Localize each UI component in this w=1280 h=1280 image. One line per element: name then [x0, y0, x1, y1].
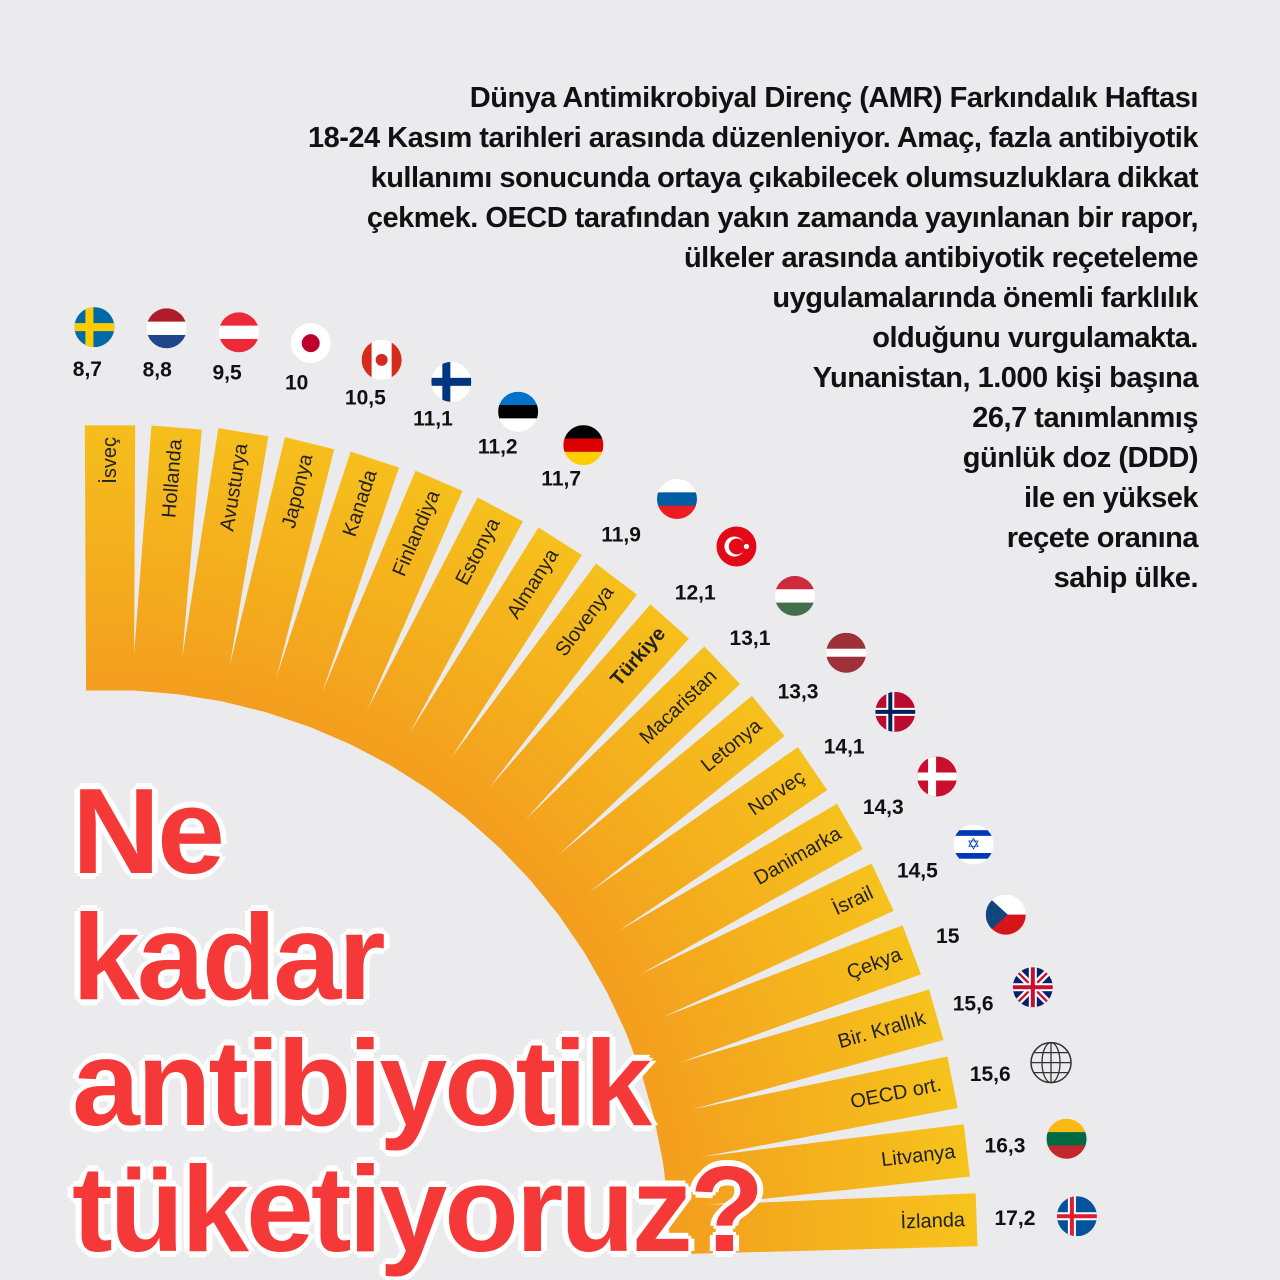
intro-line: sahip ülke. [1053, 562, 1199, 594]
flag-slovenia-icon [656, 479, 697, 520]
bar-value-label: 15 [936, 925, 960, 948]
bar [557, 747, 828, 954]
intro-line: olduğunu vurgulamakta. [872, 322, 1198, 354]
bar-value-label: 8,8 [143, 358, 173, 381]
bar-value-label: 10 [285, 371, 308, 394]
headline-line: antibiyotik [72, 1015, 652, 1151]
flag-turkey-icon [716, 526, 757, 567]
flag-netherlands-icon [146, 308, 187, 349]
flag-czechia-icon [985, 894, 1026, 935]
bar [641, 989, 944, 1120]
intro-line: kullanımı sonucunda ortaya çıkabilecek o… [370, 162, 1199, 194]
bar-value-label: 14,5 [897, 859, 938, 882]
bar [84, 425, 136, 691]
bar-value-label: 17,2 [995, 1207, 1036, 1230]
bar [625, 925, 921, 1077]
bar-value-label: 11,2 [478, 436, 518, 459]
headline-line: tüketiyoruz? [72, 1141, 764, 1277]
bar-value-label: 14,3 [863, 796, 904, 819]
flag-hungary-icon [774, 575, 815, 616]
flag-iceland-icon [1056, 1196, 1097, 1237]
globe-icon [1030, 1041, 1072, 1084]
flag-latvia-icon [826, 632, 867, 673]
intro-line: 26,7 tanımlanmış [972, 402, 1198, 434]
bar [529, 695, 785, 917]
intro-line: 18-24 Kasım tarihleri arasında düzenleni… [307, 122, 1199, 154]
flag-denmark-icon [917, 756, 958, 797]
flag-finland-icon [431, 361, 472, 402]
bar [428, 563, 638, 818]
bar [221, 437, 335, 713]
bar-category-label: İsveç [98, 437, 121, 484]
flag-germany-icon [563, 425, 604, 466]
bar-value-label: 13,1 [730, 627, 771, 650]
bar-value-label: 8,7 [73, 358, 102, 381]
bar-value-label: 13,3 [778, 680, 819, 703]
intro-line: ülkeler arasında antibiyotik reçeteleme [683, 242, 1199, 274]
intro-line: reçete oranına [1006, 522, 1199, 554]
bar-value-label: 15,6 [953, 993, 994, 1016]
flag-austria-icon [218, 312, 259, 353]
bar-value-label: 15,6 [970, 1063, 1011, 1086]
bar-value-label: 9,5 [213, 361, 243, 384]
flag-sweden-icon [74, 307, 115, 348]
flag-canada-icon [361, 339, 402, 380]
headline-line: Ne [72, 763, 225, 899]
intro-line: uygulamalarında önemli farklılık [772, 282, 1198, 314]
bar-value-label: 14,1 [824, 735, 865, 758]
headline-line: kadar [72, 889, 386, 1025]
bar [583, 803, 863, 993]
bar [498, 646, 741, 881]
bar [349, 497, 523, 767]
intro-line: Yunanistan, 1.000 kişi başına [812, 362, 1199, 394]
intro-line: çekmek. OECD tarafından yakın zamanda ya… [366, 202, 1199, 234]
bar-category-label: İzlanda [900, 1208, 966, 1233]
bar [606, 863, 894, 1034]
bar [668, 1193, 978, 1255]
flag-israel-icon: ✡ [953, 824, 994, 865]
flag-lithuania-icon [1046, 1118, 1087, 1159]
intro-line: ile en yüksek [1023, 482, 1199, 514]
headline: Ne kadar antibiyotik tüketiyoruz? [72, 763, 764, 1277]
bar [464, 604, 689, 849]
flag-uk-icon [1012, 967, 1053, 1008]
intro-paragraph: Dünya Antimikrobiyal Direnç (AMR) Farkın… [307, 78, 1199, 598]
bar [389, 527, 582, 791]
bar [662, 1124, 970, 1210]
svg-text:✡: ✡ [967, 836, 980, 853]
flag-estonia-icon [498, 391, 539, 432]
intro-line: günlük doz (DDD) [962, 442, 1199, 474]
bar [654, 1056, 958, 1165]
bar-value-label: 16,3 [985, 1134, 1026, 1157]
intro-line: Dünya Antimikrobiyal Direnç (AMR) Farkın… [469, 82, 1199, 114]
bar-value-label: 12,1 [675, 581, 716, 604]
bar-value-label: 11,9 [601, 523, 641, 546]
bar-value-label: 10,5 [345, 387, 386, 410]
bar [265, 451, 400, 728]
bar [308, 470, 463, 746]
flag-japan-icon [290, 323, 331, 364]
bar-value-label: 11,1 [413, 407, 453, 430]
bar-value-label: 11,7 [541, 467, 581, 490]
flag-norway-icon [875, 691, 916, 732]
bar [131, 425, 202, 695]
bar [176, 428, 269, 702]
